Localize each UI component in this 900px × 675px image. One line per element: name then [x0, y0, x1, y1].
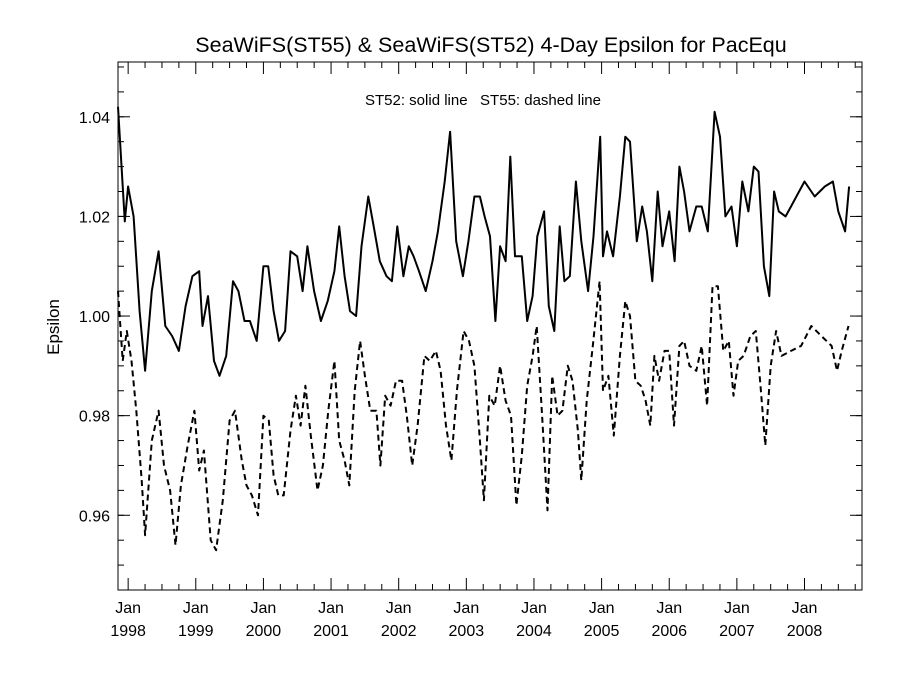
y-tick-label: 0.98	[79, 409, 110, 426]
x-tick-label-month: Jan	[386, 600, 412, 617]
axis-tick-labels: 0.96 0.98 1.00 1.02 1.04 Jan 1998 Jan 1999 Jan 200…	[79, 110, 823, 640]
x-tick-label-year: 2002	[381, 623, 417, 640]
x-tick-label-year: 1999	[178, 623, 214, 640]
series-line-st52	[117, 106, 851, 377]
y-tick-label: 1.00	[79, 309, 110, 326]
y-tick-label: 1.02	[79, 209, 110, 226]
x-tick-label-year: 2004	[516, 623, 552, 640]
x-tick-label-month: Jan	[521, 600, 547, 617]
x-tick-label-month: Jan	[183, 600, 209, 617]
x-tick-label-month: Jan	[453, 600, 479, 617]
series-line-st55	[117, 280, 850, 552]
x-tick-label-year: 2001	[313, 623, 349, 640]
chart-subtitle: ST52: solid line ST55: dashed line	[365, 92, 601, 109]
chart-title: SeaWiFS(ST55) & SeaWiFS(ST52) 4-Day Epsi…	[195, 33, 786, 57]
x-tick-label-year: 2000	[246, 623, 282, 640]
x-tick-label-year: 2007	[719, 623, 755, 640]
y-tick-label: 1.04	[79, 110, 110, 127]
x-tick-label-month: Jan	[318, 600, 344, 617]
x-tick-label-month: Jan	[251, 600, 277, 617]
x-tick-label-year: 2006	[651, 623, 687, 640]
plot-frame	[117, 61, 863, 591]
x-tick-label-month: Jan	[589, 600, 615, 617]
x-tick-label-year: 1998	[110, 623, 146, 640]
x-tick-label-month: Jan	[656, 600, 682, 617]
x-tick-label-month: Jan	[792, 600, 818, 617]
x-tick-label-month: Jan	[115, 600, 141, 617]
x-tick-label-year: 2008	[787, 623, 823, 640]
y-axis-label: Epsilon	[44, 299, 63, 355]
x-tick-label-year: 2005	[584, 623, 620, 640]
series-lines	[117, 106, 851, 552]
axis-ticks	[118, 62, 862, 591]
y-tick-label: 0.96	[79, 508, 110, 525]
x-tick-label-month: Jan	[724, 600, 750, 617]
x-tick-label-year: 2003	[449, 623, 485, 640]
